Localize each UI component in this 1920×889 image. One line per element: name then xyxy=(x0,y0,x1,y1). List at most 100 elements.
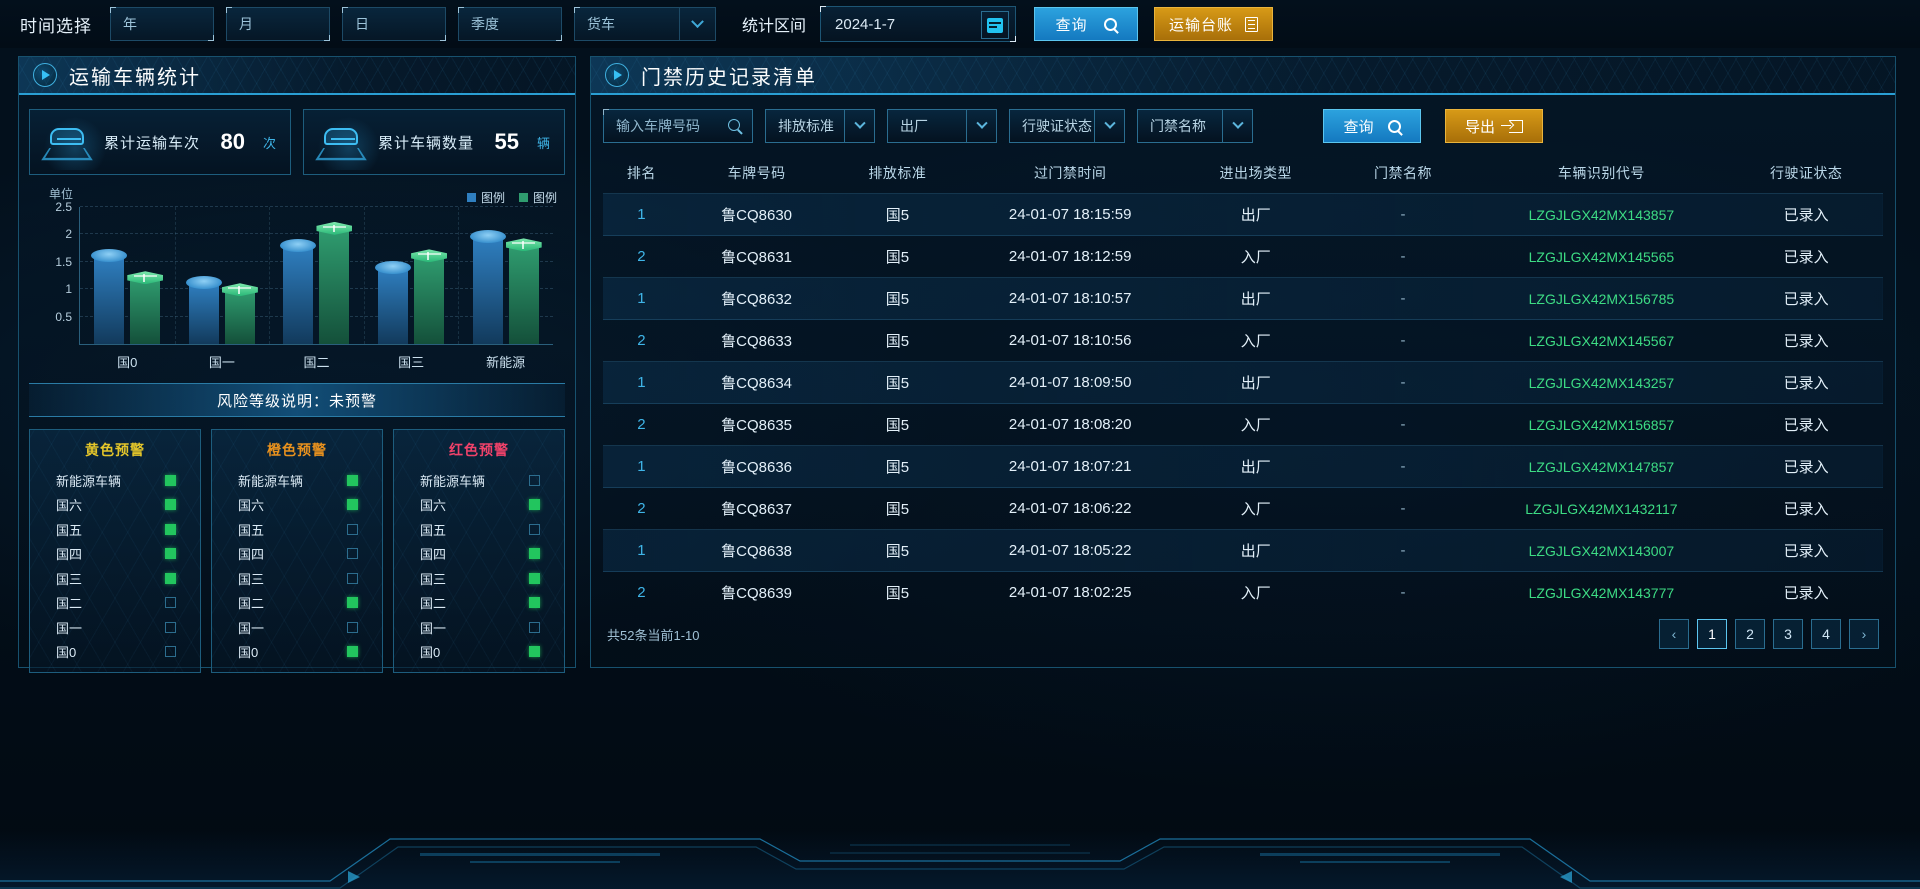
warning-item[interactable]: 国五 xyxy=(30,517,200,542)
warning-item[interactable]: 国三 xyxy=(394,566,564,591)
table-row[interactable]: 2 鲁CQ8631 国5 24-01-07 18:12:59 入厂 - LZGJLGX42M… xyxy=(603,235,1883,278)
chart-bar[interactable] xyxy=(91,249,128,344)
chart-bar[interactable] xyxy=(185,275,222,344)
warning-item[interactable]: 新能源车辆 xyxy=(30,468,200,493)
table-row[interactable]: 2 鲁CQ8633 国5 24-01-07 18:10:56 入厂 - LZGJLGX42M… xyxy=(603,319,1883,362)
chart-bar[interactable] xyxy=(469,229,506,344)
filter-select-factory[interactable]: 出厂 xyxy=(887,109,997,143)
warning-item[interactable]: 国一 xyxy=(394,615,564,640)
table-row[interactable]: 1 鲁CQ8636 国5 24-01-07 18:07:21 出厂 - LZGJLGX42M… xyxy=(603,445,1883,488)
period-button-month[interactable]: 月 xyxy=(226,7,330,41)
table-column-header[interactable]: 排放标准 xyxy=(868,165,927,181)
warning-item[interactable]: 国五 xyxy=(394,517,564,542)
date-range-input[interactable]: 2024-1-7 xyxy=(820,6,1017,42)
chart-bar[interactable] xyxy=(375,261,412,344)
cell-emission: 国5 xyxy=(885,207,910,224)
legend-item-0[interactable]: 图例 xyxy=(466,189,505,206)
vehicle-type-select[interactable]: 货车 xyxy=(574,7,716,41)
warning-item[interactable]: 国六 xyxy=(394,493,564,518)
cell-gate: - xyxy=(1400,458,1406,475)
query-button[interactable]: 查询 xyxy=(1034,7,1139,41)
warning-item[interactable]: 国0 xyxy=(30,640,200,665)
table-column-header[interactable]: 行驶证状态 xyxy=(1769,165,1843,181)
filter-select-license-status[interactable]: 行驶证状态 xyxy=(1009,109,1125,143)
warning-item[interactable]: 新能源车辆 xyxy=(212,468,382,493)
table-column-header[interactable]: 车牌号码 xyxy=(727,165,786,181)
chart-gridline: 1.5 xyxy=(55,255,553,269)
table-column-header[interactable]: 门禁名称 xyxy=(1373,165,1432,181)
warning-item[interactable]: 国0 xyxy=(394,640,564,665)
warning-item-label: 国一 xyxy=(420,620,447,636)
cell-plate: 鲁CQ8637 xyxy=(721,501,793,518)
cell-gate: - xyxy=(1400,500,1406,517)
warning-item[interactable]: 国四 xyxy=(212,542,382,567)
chevron-down-icon[interactable] xyxy=(966,109,996,143)
table-column-header[interactable]: 车辆识别代号 xyxy=(1557,165,1645,181)
chevron-down-icon[interactable] xyxy=(1094,109,1124,143)
search-icon xyxy=(1103,17,1117,31)
cell-status: 已录入 xyxy=(1783,543,1829,560)
table-row[interactable]: 1 鲁CQ8632 国5 24-01-07 18:10:57 出厂 - LZGJLGX42M… xyxy=(603,277,1883,320)
pagination-page-3[interactable]: 3 xyxy=(1773,619,1803,649)
table-row[interactable]: 2 鲁CQ8639 国5 24-01-07 18:02:25 入厂 - LZGJLGX42M… xyxy=(603,571,1883,614)
warning-item[interactable]: 国三 xyxy=(30,566,200,591)
warning-item[interactable]: 国二 xyxy=(212,591,382,616)
warning-item[interactable]: 国六 xyxy=(212,493,382,518)
pagination-page-4[interactable]: 4 xyxy=(1811,619,1841,649)
warning-column: 红色预警 新能源车辆 国六 国五 国四 国三 国二 国一 国0 xyxy=(393,429,565,673)
period-button-year[interactable]: 年 xyxy=(110,7,214,41)
chart-bar[interactable] xyxy=(505,238,542,344)
filter-select-emission-standard[interactable]: 排放标准 xyxy=(765,109,875,143)
chart-bar[interactable] xyxy=(280,239,317,344)
pagination-next[interactable]: › xyxy=(1849,619,1879,649)
warning-item[interactable]: 国三 xyxy=(212,566,382,591)
table-row[interactable]: 2 鲁CQ8635 国5 24-01-07 18:08:20 入厂 - LZGJLGX42M… xyxy=(603,403,1883,446)
warning-item[interactable]: 国一 xyxy=(30,615,200,640)
cell-vin: LZGJLGX42MX1432117 xyxy=(1525,500,1678,517)
cell-status: 已录入 xyxy=(1783,501,1829,518)
chart-bar[interactable] xyxy=(221,283,258,344)
corner-decor xyxy=(342,7,348,13)
table-query-button[interactable]: 查询 xyxy=(1323,109,1421,143)
chart-bar[interactable] xyxy=(411,249,448,344)
warning-item[interactable]: 新能源车辆 xyxy=(394,468,564,493)
cell-status: 已录入 xyxy=(1783,207,1829,224)
cell-time: 24-01-07 18:08:20 xyxy=(1008,416,1132,433)
pagination-page-2[interactable]: 2 xyxy=(1735,619,1765,649)
warning-item[interactable]: 国四 xyxy=(394,542,564,567)
period-button-day[interactable]: 日 xyxy=(342,7,446,41)
calendar-icon[interactable] xyxy=(981,11,1010,39)
export-button[interactable]: 导出 xyxy=(1445,109,1543,143)
table-column-header[interactable]: 过门禁时间 xyxy=(1033,165,1107,181)
warning-item-label: 新能源车辆 xyxy=(56,473,122,489)
chevron-down-icon[interactable] xyxy=(1222,109,1252,143)
table-column-header[interactable]: 排名 xyxy=(626,165,656,181)
table-row[interactable]: 1 鲁CQ8630 国5 24-01-07 18:15:59 出厂 - LZGJLGX42M… xyxy=(603,193,1883,236)
warning-item[interactable]: 国二 xyxy=(394,591,564,616)
legend-item-1[interactable]: 图例 xyxy=(518,189,557,206)
search-icon[interactable] xyxy=(728,119,740,131)
chart-bar[interactable] xyxy=(127,271,164,344)
table-column-header[interactable]: 进出场类型 xyxy=(1219,165,1293,181)
filter-select-gate-name[interactable]: 门禁名称 xyxy=(1137,109,1253,143)
plate-search-input[interactable]: 输入车牌号码 xyxy=(603,109,753,143)
warning-item[interactable]: 国一 xyxy=(212,615,382,640)
transport-ledger-button[interactable]: 运输台账 xyxy=(1154,7,1274,41)
chart-bar[interactable] xyxy=(316,221,353,344)
table-row[interactable]: 2 鲁CQ8637 国5 24-01-07 18:06:22 入厂 - LZGJLGX42M… xyxy=(603,487,1883,530)
vehicle-type-value: 货车 xyxy=(587,16,615,32)
interval-label: 统计区间 xyxy=(742,18,807,35)
warning-item[interactable]: 国0 xyxy=(212,640,382,665)
chevron-down-icon[interactable] xyxy=(844,109,874,143)
warning-item[interactable]: 国二 xyxy=(30,591,200,616)
table-row[interactable]: 1 鲁CQ8634 国5 24-01-07 18:09:50 出厂 - LZGJLGX42M… xyxy=(603,361,1883,404)
pagination-page-1[interactable]: 1 xyxy=(1697,619,1727,649)
table-row[interactable]: 1 鲁CQ8638 国5 24-01-07 18:05:22 出厂 - LZGJLGX42M… xyxy=(603,529,1883,572)
warning-item[interactable]: 国四 xyxy=(30,542,200,567)
warning-status-indicator xyxy=(347,646,358,658)
period-button-quarter[interactable]: 季度 xyxy=(458,7,562,41)
chevron-down-icon[interactable] xyxy=(679,7,715,41)
pagination-prev[interactable]: ‹ xyxy=(1659,619,1689,649)
warning-item[interactable]: 国五 xyxy=(212,517,382,542)
warning-item[interactable]: 国六 xyxy=(30,493,200,518)
